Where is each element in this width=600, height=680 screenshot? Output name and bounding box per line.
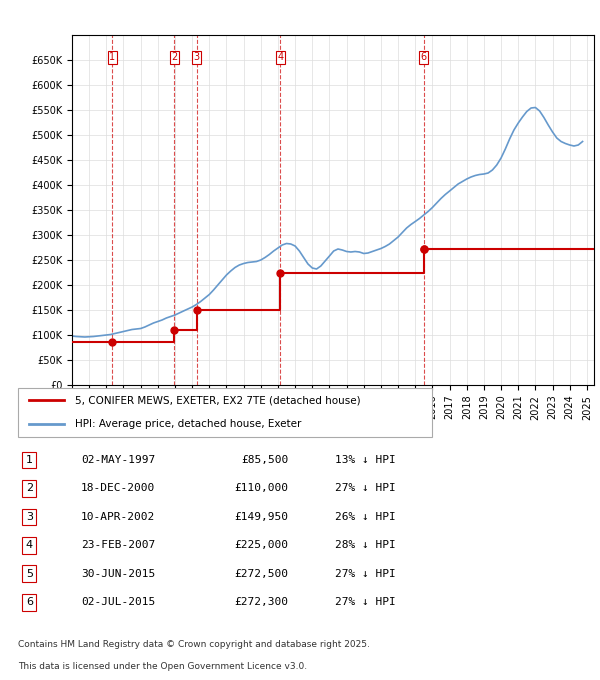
Text: 2: 2: [171, 52, 178, 63]
Text: £225,000: £225,000: [235, 541, 289, 550]
Text: 27% ↓ HPI: 27% ↓ HPI: [335, 483, 395, 494]
Text: 27% ↓ HPI: 27% ↓ HPI: [335, 597, 395, 607]
Text: 5, CONIFER MEWS, EXETER, EX2 7TE (detached house): 5, CONIFER MEWS, EXETER, EX2 7TE (detach…: [76, 395, 361, 405]
Text: 02-MAY-1997: 02-MAY-1997: [81, 455, 155, 465]
Text: £149,950: £149,950: [235, 512, 289, 522]
Text: 6: 6: [26, 597, 33, 607]
Text: 28% ↓ HPI: 28% ↓ HPI: [335, 541, 395, 550]
Text: 3: 3: [26, 512, 33, 522]
Text: 1: 1: [109, 52, 115, 63]
Text: £272,500: £272,500: [235, 568, 289, 579]
Text: £272,300: £272,300: [235, 597, 289, 607]
Text: 13% ↓ HPI: 13% ↓ HPI: [335, 455, 395, 465]
Text: 4: 4: [26, 541, 33, 550]
Text: 6: 6: [421, 52, 427, 63]
Text: 30-JUN-2015: 30-JUN-2015: [81, 568, 155, 579]
Text: 27% ↓ HPI: 27% ↓ HPI: [335, 568, 395, 579]
Text: £85,500: £85,500: [241, 455, 289, 465]
Text: £110,000: £110,000: [235, 483, 289, 494]
Text: 4: 4: [277, 52, 284, 63]
Text: 3: 3: [194, 52, 200, 63]
Text: 26% ↓ HPI: 26% ↓ HPI: [335, 512, 395, 522]
Text: 1: 1: [26, 455, 33, 465]
Text: 5: 5: [26, 568, 33, 579]
Text: This data is licensed under the Open Government Licence v3.0.: This data is licensed under the Open Gov…: [18, 662, 307, 670]
Text: HPI: Average price, detached house, Exeter: HPI: Average price, detached house, Exet…: [76, 418, 302, 428]
Text: Contains HM Land Registry data © Crown copyright and database right 2025.: Contains HM Land Registry data © Crown c…: [18, 640, 370, 649]
Text: 23-FEB-2007: 23-FEB-2007: [81, 541, 155, 550]
Text: 2: 2: [26, 483, 33, 494]
Text: 18-DEC-2000: 18-DEC-2000: [81, 483, 155, 494]
Text: 10-APR-2002: 10-APR-2002: [81, 512, 155, 522]
Text: 02-JUL-2015: 02-JUL-2015: [81, 597, 155, 607]
FancyBboxPatch shape: [18, 388, 433, 437]
